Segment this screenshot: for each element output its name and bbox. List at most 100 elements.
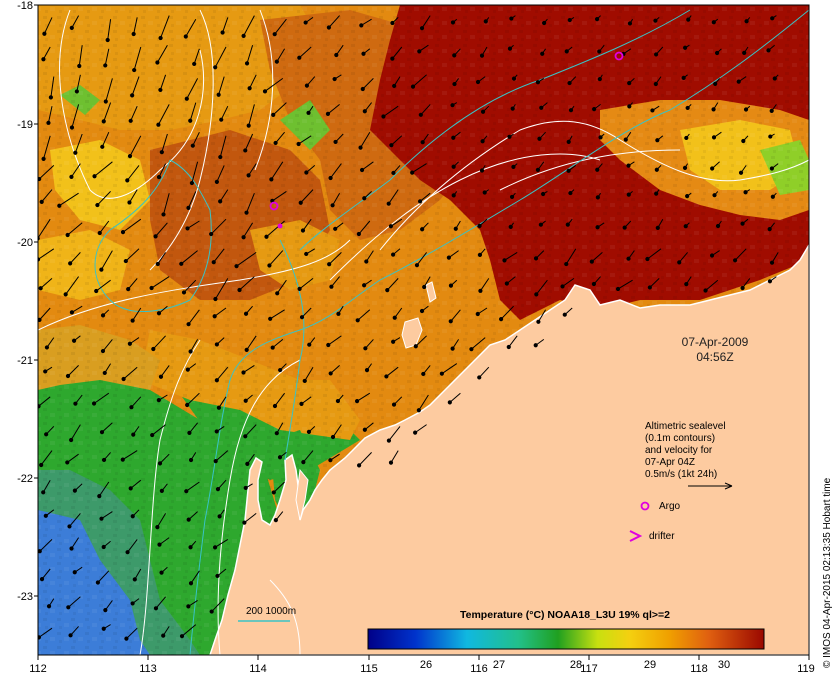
velocity-arrow-head — [386, 201, 391, 206]
velocity-arrow — [535, 279, 548, 295]
velocity-arrow-head — [360, 86, 365, 92]
colorbar-gradient — [367, 628, 765, 650]
velocity-arrow-head — [483, 19, 488, 24]
velocity-arrow — [266, 220, 285, 238]
velocity-arrow — [69, 252, 81, 264]
velocity-arrow — [302, 218, 312, 231]
velocity-arrow-head — [181, 290, 187, 295]
velocity-arrow-head — [686, 17, 691, 22]
velocity-arrow-head — [328, 458, 333, 463]
velocity-arrow-head — [362, 109, 367, 114]
velocity-arrow-head — [413, 344, 418, 349]
velocity-arrow-head — [69, 546, 74, 551]
velocity-arrow-head — [153, 606, 159, 611]
velocity-arrow-head — [41, 490, 46, 495]
velocity-arrow — [299, 278, 314, 290]
colorbar-tick: 29 — [644, 659, 656, 671]
velocity-arrow — [416, 252, 427, 266]
velocity-arrow-head — [38, 404, 41, 409]
velocity-arrow-head — [413, 430, 418, 435]
velocity-arrow-head — [297, 55, 302, 60]
velocity-arrow — [41, 568, 51, 580]
velocity-arrow-head — [185, 226, 190, 231]
velocity-arrow — [188, 309, 200, 325]
velocity-arrow-head — [215, 487, 221, 492]
velocity-arrow — [244, 133, 254, 151]
velocity-arrow-head — [101, 119, 106, 124]
velocity-arrow — [123, 366, 138, 380]
velocity-arrow-head — [509, 194, 515, 200]
velocity-arrow-head — [328, 175, 333, 181]
velocity-arrow-head — [623, 137, 628, 142]
velocity-arrow-head — [564, 261, 569, 267]
velocity-arrow — [189, 102, 197, 121]
velocity-arrow-head — [46, 604, 52, 609]
velocity-arrow — [269, 309, 285, 320]
velocity-arrow-head — [414, 263, 420, 268]
velocity-arrow — [362, 78, 374, 90]
velocity-arrow-head — [743, 190, 748, 195]
velocity-arrow — [391, 135, 403, 146]
velocity-arrow-head — [410, 84, 416, 89]
velocity-arrow-head — [44, 432, 49, 437]
velocity-arrow-head — [186, 517, 191, 522]
velocity-arrow-head — [362, 196, 367, 201]
lat-tick: -22 — [17, 473, 33, 485]
velocity-arrow — [276, 279, 287, 294]
velocity-arrow-head — [332, 76, 337, 82]
velocity-arrow-head — [126, 287, 131, 292]
velocity-arrow-head — [91, 401, 97, 406]
lat-tick: -23 — [17, 591, 33, 603]
velocity-arrow-head — [452, 81, 457, 87]
velocity-arrow — [42, 479, 51, 493]
plot-frame — [37, 4, 810, 656]
velocity-arrow-head — [298, 200, 303, 205]
velocity-arrow-head — [183, 34, 188, 39]
velocity-arrow-head — [654, 191, 659, 196]
velocity-arrow-head — [391, 339, 396, 344]
velocity-arrow — [210, 218, 227, 235]
velocity-arrow-head — [390, 20, 395, 26]
velocity-arrow — [126, 165, 140, 181]
velocity-arrow-head — [392, 315, 397, 320]
velocity-arrow-head — [179, 634, 185, 639]
velocity-arrow — [131, 76, 140, 96]
velocity-arrow-head — [188, 457, 194, 463]
velocity-arrow-head — [157, 542, 162, 547]
velocity-arrow-head — [63, 292, 68, 297]
velocity-arrow — [239, 276, 255, 291]
velocity-arrow — [213, 248, 225, 263]
velocity-arrow-head — [362, 427, 367, 432]
velocity-arrow — [129, 189, 138, 203]
velocity-arrow-head — [209, 231, 214, 237]
velocity-arrow-head — [130, 601, 135, 606]
velocity-arrow-head — [650, 108, 655, 113]
velocity-arrow-head — [564, 49, 569, 54]
velocity-arrow-head — [304, 170, 309, 175]
velocity-arrow — [214, 307, 227, 317]
velocity-arrow — [562, 277, 575, 287]
velocity-arrow-head — [186, 205, 191, 210]
velocity-arrow — [160, 15, 170, 39]
velocity-arrow-head — [595, 225, 600, 230]
velocity-arrow-head — [645, 256, 650, 262]
velocity-arrow — [104, 48, 110, 66]
velocity-arrow-head — [381, 114, 386, 119]
velocity-arrow — [95, 279, 111, 292]
velocity-arrow-head — [307, 342, 312, 347]
velocity-arrow — [272, 102, 287, 116]
velocity-arrow — [131, 396, 142, 408]
velocity-arrow-head — [539, 105, 544, 110]
velocity-arrow — [504, 251, 518, 261]
velocity-arrow — [101, 131, 110, 148]
velocity-arrow-head — [328, 371, 333, 376]
velocity-arrow-head — [125, 550, 130, 555]
velocity-arrow-head — [770, 16, 775, 21]
velocity-arrow-head — [156, 174, 162, 180]
velocity-arrow-head — [770, 194, 775, 199]
velocity-arrow-head — [189, 180, 195, 186]
velocity-arrow — [159, 74, 167, 91]
velocity-arrow-head — [65, 373, 71, 379]
velocity-arrow-head — [120, 230, 126, 235]
velocity-arrow-head — [65, 460, 70, 465]
